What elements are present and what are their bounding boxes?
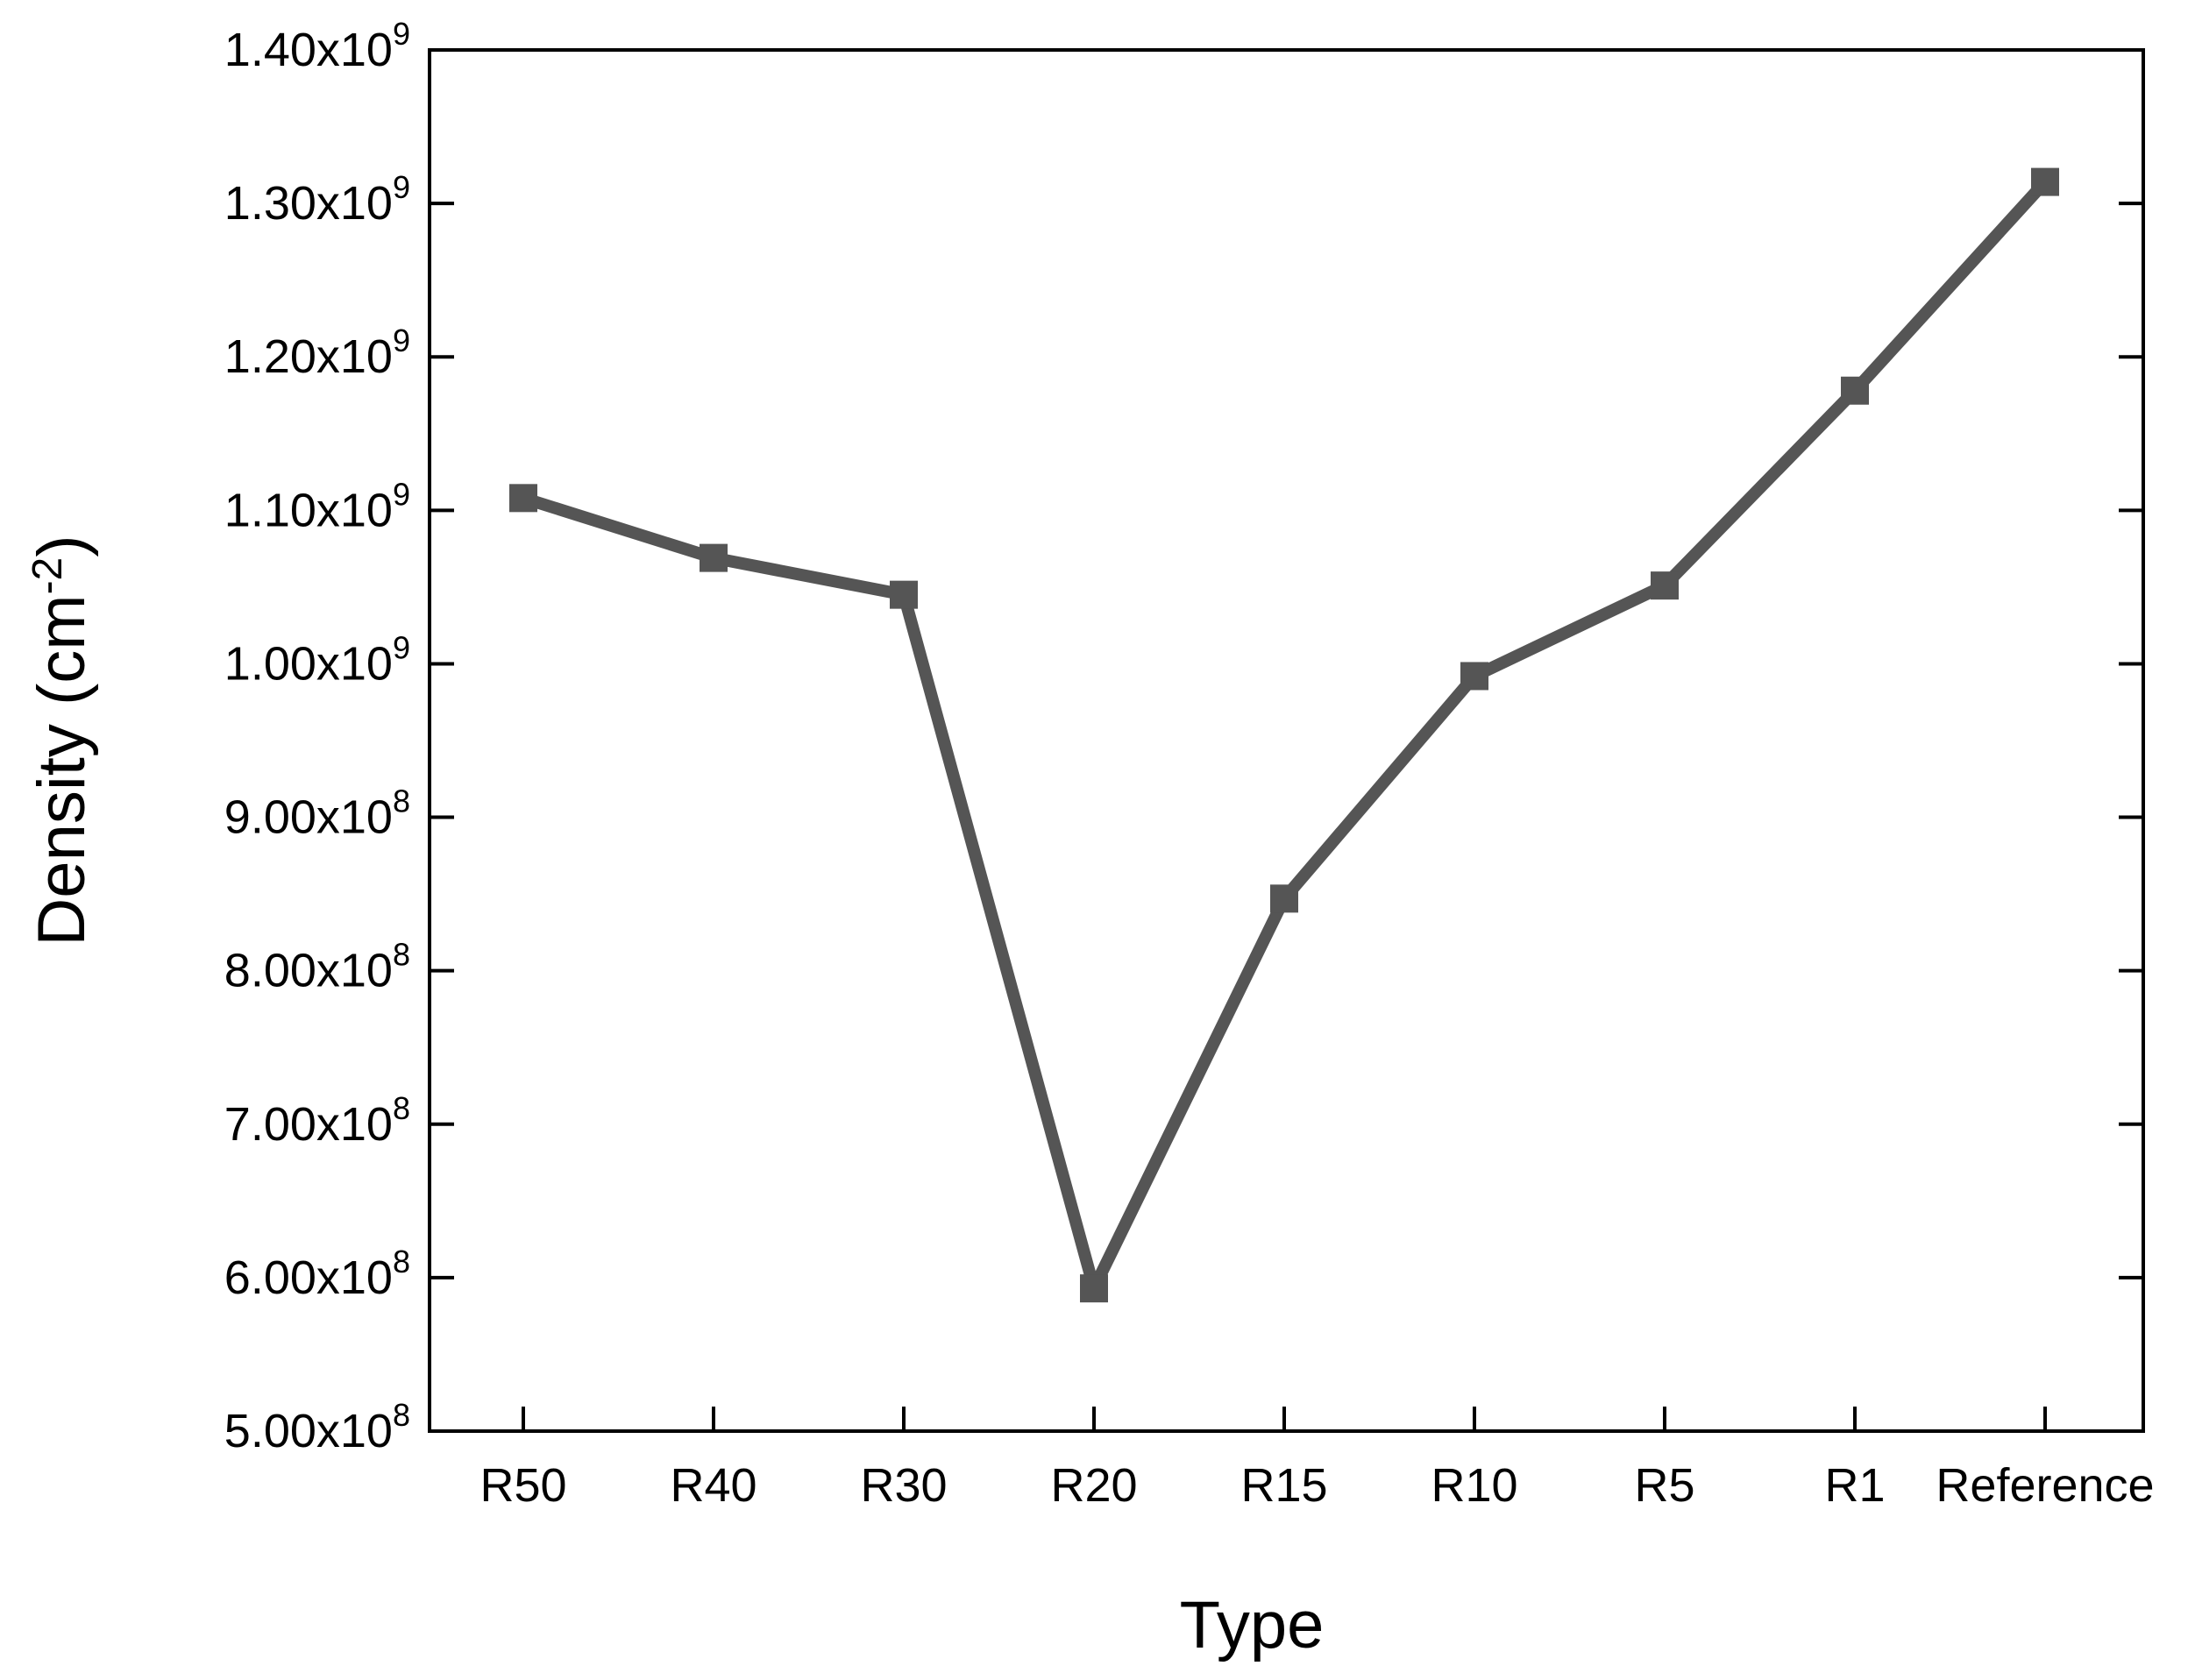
- y-tick-mantissa: 1.00x10: [224, 637, 393, 690]
- y-tick-label: 1.20x109: [224, 323, 410, 383]
- y-tick-label: 1.10x109: [224, 476, 410, 536]
- x-tick-label: R20: [1050, 1459, 1137, 1512]
- y-tick-exponent: 8: [393, 937, 410, 973]
- y-tick-label: 9.00x108: [224, 783, 410, 844]
- x-tick-label: R40: [670, 1459, 757, 1512]
- y-tick-exponent: 9: [393, 629, 410, 665]
- y-axis-title-tail: ): [25, 535, 99, 556]
- y-tick-mantissa: 1.20x10: [224, 330, 393, 383]
- series-density: [509, 167, 2059, 1303]
- y-tick-mantissa: 1.40x10: [224, 24, 393, 76]
- y-tick-mantissa: 6.00x10: [224, 1251, 393, 1304]
- y-tick-exponent: 8: [393, 1397, 410, 1433]
- y-tick-mantissa: 8.00x10: [224, 945, 393, 997]
- x-tick-label: R30: [860, 1459, 947, 1512]
- y-tick-label: 5.00x108: [224, 1397, 410, 1457]
- y-tick-label: 8.00x108: [224, 937, 410, 997]
- y-axis-title: Density (cm-2): [25, 535, 100, 946]
- y-tick-exponent: 8: [393, 1244, 410, 1279]
- y-tick-label: 6.00x108: [224, 1244, 410, 1304]
- y-axis-ticks: 5.00x1086.00x1087.00x1088.00x1089.00x108…: [224, 16, 2143, 1457]
- y-tick-mantissa: 5.00x10: [224, 1405, 393, 1457]
- data-point-marker: [1841, 376, 1869, 405]
- y-tick-label: 1.00x109: [224, 629, 410, 690]
- y-tick-mantissa: 1.30x10: [224, 177, 393, 230]
- x-tick-label: R15: [1240, 1459, 1327, 1512]
- x-axis-ticks: R50 R40 R30 R20 R15 R10 R5 R1 Reference: [479, 1407, 2155, 1512]
- y-tick-mantissa: 7.00x10: [224, 1098, 393, 1151]
- plot-frame: [428, 48, 2145, 1433]
- y-tick-label: 7.00x108: [224, 1090, 410, 1151]
- series-line: [517, 175, 2051, 1295]
- y-tick-exponent: 8: [393, 1090, 410, 1126]
- data-point-marker: [1080, 1274, 1108, 1303]
- y-tick-mantissa: 1.10x10: [224, 484, 393, 536]
- data-point-marker: [1270, 884, 1298, 913]
- data-point-marker: [700, 543, 728, 572]
- x-axis-title: Type: [1180, 1588, 1325, 1662]
- y-axis-title-sup: -2: [25, 557, 71, 595]
- y-tick-label: 1.30x109: [224, 169, 410, 230]
- data-point-marker: [509, 484, 537, 513]
- y-axis-title-base: Density (cm: [25, 594, 99, 946]
- x-tick-label: R50: [479, 1459, 566, 1512]
- y-tick-exponent: 8: [393, 783, 410, 819]
- data-point-marker: [1460, 662, 1488, 691]
- x-tick-label: R1: [1824, 1459, 1885, 1512]
- data-point-marker: [890, 580, 918, 609]
- y-tick-exponent: 9: [393, 169, 410, 205]
- y-tick-exponent: 9: [393, 323, 410, 358]
- x-tick-label: R5: [1634, 1459, 1694, 1512]
- x-tick-label: R10: [1431, 1459, 1517, 1512]
- y-tick-mantissa: 9.00x10: [224, 791, 393, 844]
- y-tick-label: 1.40x109: [224, 16, 410, 76]
- y-tick-exponent: 9: [393, 476, 410, 512]
- x-tick-label: Reference: [1936, 1459, 2154, 1512]
- data-point-marker: [1651, 571, 1679, 600]
- y-tick-exponent: 9: [393, 16, 410, 52]
- data-point-marker: [2031, 167, 2059, 196]
